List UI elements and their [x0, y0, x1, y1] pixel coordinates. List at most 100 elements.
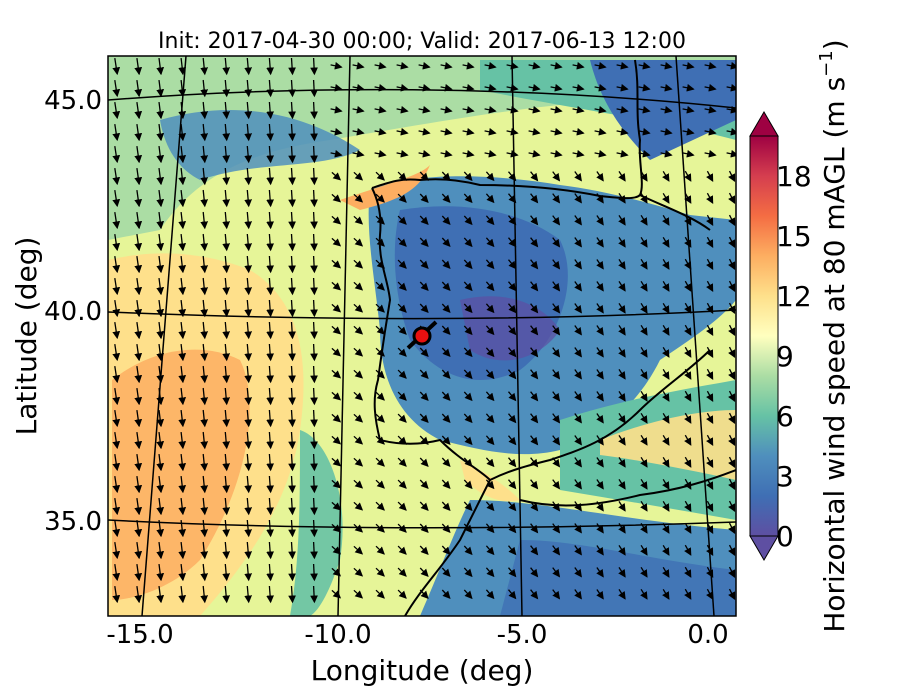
colorbar-extend-max — [749, 111, 779, 137]
wind-vector — [485, 303, 495, 314]
wind-vector — [222, 57, 231, 76]
wind-vector — [112, 146, 121, 164]
wind-vector — [310, 189, 318, 208]
wind-vector — [552, 369, 561, 380]
wind-vector — [266, 255, 275, 274]
wind-vector — [463, 325, 473, 336]
wind-vector — [353, 369, 364, 379]
wind-vector — [310, 409, 318, 428]
wind-vector — [134, 388, 143, 406]
wind-vector — [288, 585, 296, 604]
wind-vector — [244, 255, 253, 274]
wind-vector — [706, 412, 714, 424]
x-tick-m15: -15.0 — [106, 620, 173, 650]
wind-vector — [618, 435, 626, 446]
wind-vector — [618, 457, 626, 468]
wind-vector — [506, 61, 519, 70]
wind-vector — [552, 303, 561, 314]
wind-vector — [507, 501, 517, 512]
wind-vector — [507, 545, 517, 556]
wind-vector — [530, 413, 539, 424]
wind-vector — [134, 366, 143, 384]
wind-vector — [288, 57, 296, 76]
wind-vector — [156, 388, 165, 406]
wind-vector — [266, 585, 275, 604]
wind-vector — [572, 127, 585, 136]
wind-vector — [507, 325, 517, 336]
wind-vector — [156, 454, 165, 472]
wind-vector — [684, 258, 692, 270]
wind-vector — [574, 457, 582, 468]
wind-vector — [662, 588, 670, 600]
wind-vector — [484, 105, 497, 114]
wind-vector — [331, 479, 342, 489]
wind-vector — [310, 299, 318, 318]
wind-vector — [485, 413, 495, 424]
wind-vector — [352, 61, 365, 70]
wind-vector — [728, 192, 736, 205]
wind-vector — [222, 277, 231, 296]
wind-vector — [310, 123, 318, 142]
wind-vector — [375, 215, 385, 225]
x-tick-m10: -10.0 — [304, 620, 371, 650]
wind-vector — [618, 501, 626, 512]
wind-vector — [618, 479, 626, 490]
wind-vector — [375, 501, 385, 511]
wind-vector — [266, 387, 275, 406]
wind-vector — [156, 586, 165, 604]
wind-vector — [550, 149, 563, 158]
wind-vector — [266, 431, 275, 450]
wind-vector — [288, 409, 296, 428]
wind-vector — [134, 256, 143, 274]
wind-vector — [596, 457, 604, 468]
wind-vector — [244, 387, 253, 406]
wind-vector — [178, 410, 187, 428]
wind-vector — [662, 280, 670, 292]
wind-vector — [288, 563, 296, 582]
wind-vector — [112, 58, 121, 76]
wind-vector — [353, 501, 364, 511]
wind-vector — [112, 278, 121, 296]
wind-vector — [596, 303, 604, 314]
wind-vector — [112, 432, 121, 450]
wind-vector — [288, 167, 296, 186]
wind-vector — [528, 149, 541, 158]
wind-vector — [662, 236, 670, 248]
wind-vector — [330, 127, 343, 136]
wind-vector — [244, 563, 253, 582]
wind-vector — [682, 83, 695, 92]
wind-vector — [288, 145, 296, 164]
wind-vector — [134, 542, 143, 560]
wind-vector — [288, 189, 296, 208]
wind-vector — [310, 497, 318, 516]
wind-vector — [728, 346, 736, 359]
wind-vector — [375, 325, 385, 335]
wind-vector — [200, 387, 209, 406]
wind-vector — [200, 497, 209, 516]
wind-vector — [156, 410, 165, 428]
wind-vector — [178, 586, 187, 604]
wind-vector — [200, 541, 209, 560]
wind-vector — [353, 281, 364, 291]
wind-vector — [419, 171, 429, 181]
wind-vector — [485, 589, 495, 600]
wind-vector — [178, 256, 187, 274]
wind-vector — [507, 391, 517, 402]
wind-vector — [419, 347, 429, 357]
wind-vector — [463, 567, 473, 578]
wind-vector — [728, 434, 736, 447]
wind-vector — [375, 567, 385, 577]
wind-vector — [222, 321, 231, 340]
wind-vector — [706, 324, 714, 336]
wind-vector — [682, 61, 695, 70]
wind-vector — [178, 212, 187, 230]
wind-vector — [178, 388, 187, 406]
wind-vector — [331, 281, 342, 291]
wind-vector — [441, 589, 451, 599]
wind-vector — [353, 479, 364, 489]
wind-vector — [134, 300, 143, 318]
wind-vector — [353, 171, 364, 181]
wind-vector — [596, 369, 604, 380]
wind-vector — [704, 149, 717, 158]
wind-vector — [684, 324, 692, 336]
